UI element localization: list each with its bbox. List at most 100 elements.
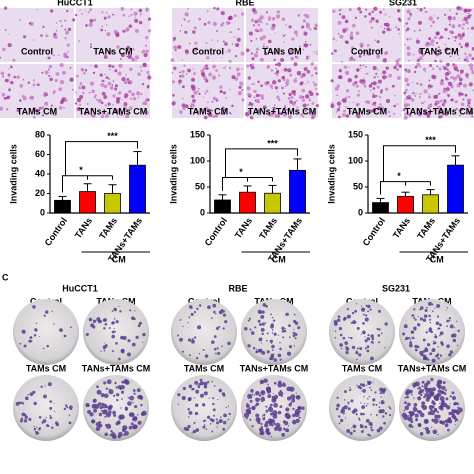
cell [342,29,347,33]
cell [449,55,452,58]
cell [198,17,202,21]
cell [419,93,422,96]
cell [13,75,16,79]
colony [287,425,290,427]
colony [269,339,274,344]
cell [263,43,265,46]
cell [267,39,272,44]
colony [29,336,33,340]
cell [407,17,411,21]
cell [4,78,8,83]
colony [411,393,413,396]
cell [384,13,387,16]
cell [302,48,305,51]
cell [192,67,194,70]
cell [4,6,8,10]
colony [364,317,369,322]
cell [178,83,181,86]
colony [104,344,108,348]
cell [145,110,149,115]
colony [215,352,217,355]
colony [384,412,388,415]
cell [224,42,228,46]
colony [100,350,102,352]
cell [257,80,260,84]
colony [202,425,206,429]
cell [467,98,472,103]
colony [188,384,193,389]
cell [394,94,396,97]
cell [294,77,297,80]
colony [351,311,355,315]
cell [430,85,433,88]
cell [124,95,127,99]
colony [44,385,46,387]
cell [261,96,264,99]
colony-plate [83,299,149,365]
cell [364,100,368,104]
colony [116,393,120,397]
cell [54,35,58,40]
cell [289,73,293,77]
colony [367,310,370,313]
colony [422,338,426,342]
cell [247,92,251,97]
cell [303,67,308,71]
cell [463,58,467,62]
colony [245,403,250,408]
colony [105,424,108,427]
plate-label: TAMs CM [26,363,66,373]
cell [355,84,359,88]
cell [435,100,438,103]
colony [423,392,425,394]
cell [468,82,473,87]
colony [100,409,103,412]
cell [463,16,468,22]
cell [253,89,257,94]
colony [439,405,443,409]
colony [448,317,451,320]
cell [259,36,264,41]
cell [314,27,317,31]
colony [218,325,221,328]
cell [467,101,471,105]
colony [179,318,182,321]
colony [193,311,197,314]
cell [454,35,458,39]
colony [142,341,144,343]
cell [101,11,104,14]
colony [378,328,381,331]
cell [203,22,207,26]
colony [206,381,210,384]
cell [66,9,69,13]
group-label: CM [272,254,286,264]
colony [444,419,448,423]
cell [454,39,456,42]
cell [354,16,358,19]
cell [461,93,464,96]
colony [110,432,116,438]
cell [254,20,258,24]
colony [288,324,291,327]
colony [362,412,365,416]
cell [418,56,423,61]
cell [111,65,115,68]
colony [111,330,115,334]
cell [274,32,276,34]
colony [360,412,363,416]
cell [122,29,126,33]
cell [184,104,189,109]
colony [263,413,266,417]
colony [96,317,101,322]
colony [366,349,370,353]
cell [467,27,469,30]
colony [271,344,275,349]
cell [59,63,64,68]
cell [439,59,443,63]
colony [259,427,264,433]
colony [422,357,426,361]
cell [52,90,56,94]
colony [270,324,274,329]
colony-plate [13,299,79,365]
colony [432,360,435,362]
